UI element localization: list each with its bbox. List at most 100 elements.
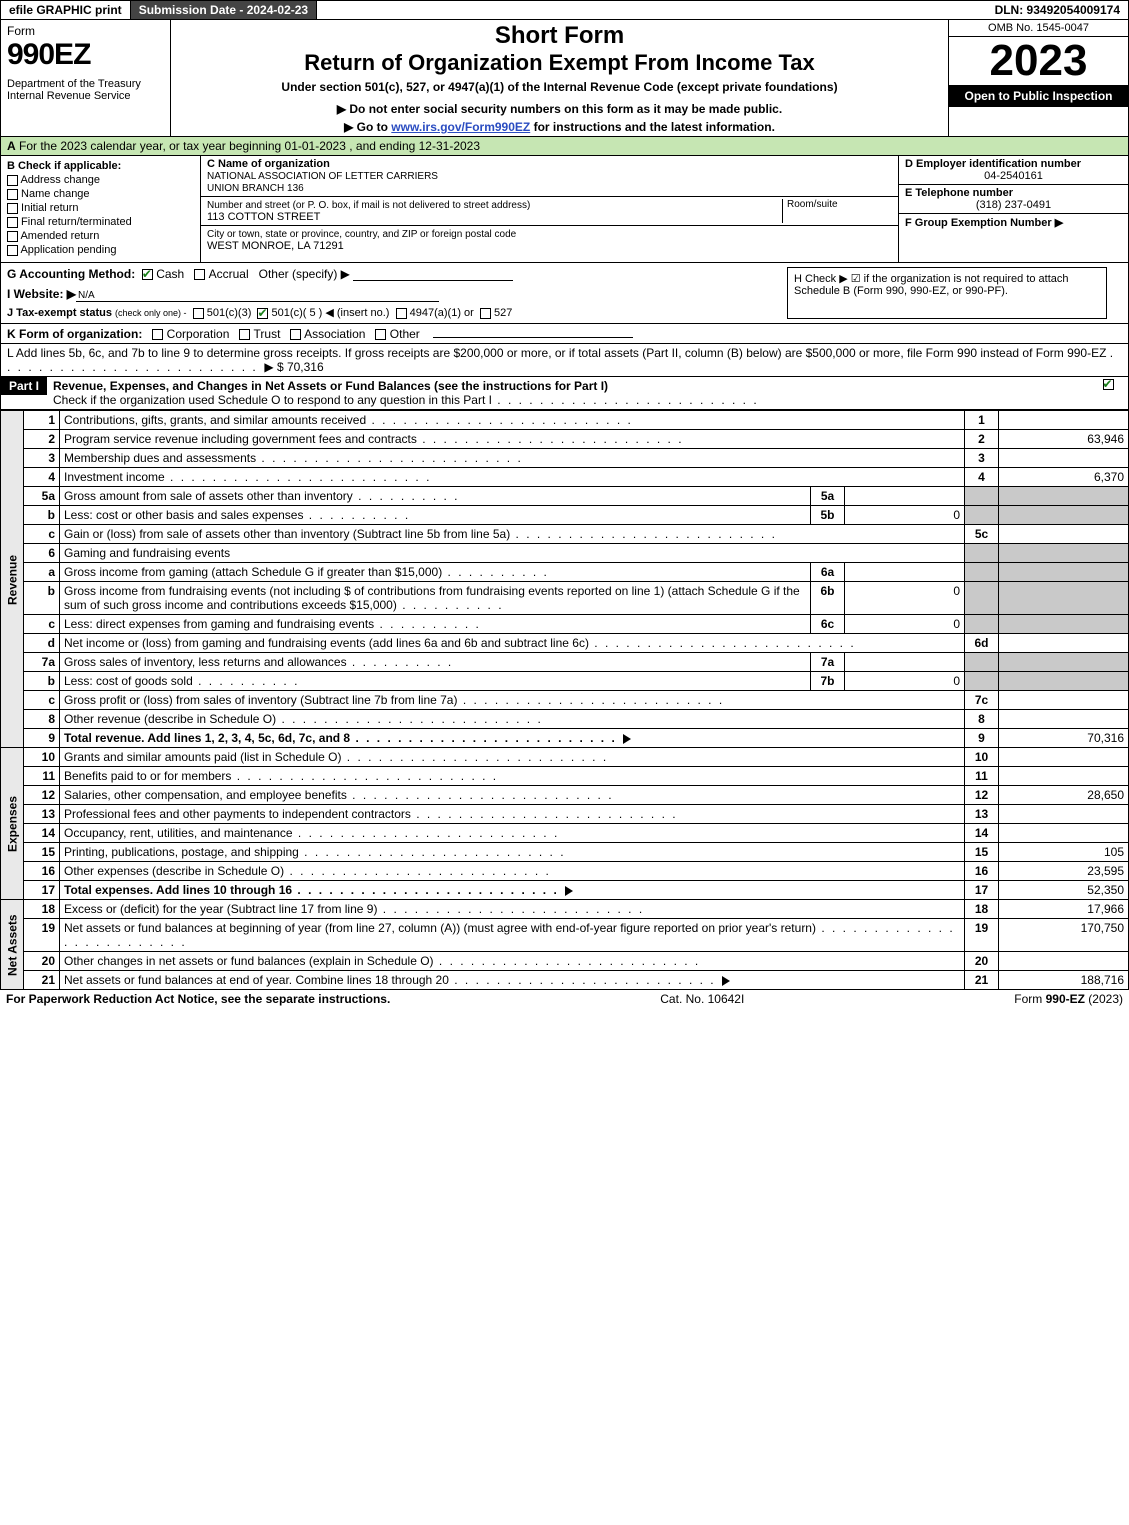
c-name-label: C Name of organization xyxy=(207,158,330,170)
mid-val-7a xyxy=(845,653,965,672)
b-option-5[interactable]: Application pending xyxy=(7,244,194,256)
line-num-17: 17 xyxy=(24,881,60,900)
b-option-2[interactable]: Initial return xyxy=(7,202,194,214)
line-desc-b: Gross income from fundraising events (no… xyxy=(60,582,811,615)
line-b: bLess: cost of goods sold7b0 xyxy=(1,672,1129,691)
form-word: Form xyxy=(7,24,164,38)
527-checkbox[interactable] xyxy=(480,308,491,319)
b-checkbox-5[interactable] xyxy=(7,245,18,256)
irs-link[interactable]: www.irs.gov/Form990EZ xyxy=(391,120,530,134)
b-header: B Check if applicable: xyxy=(7,160,194,172)
line-5a: 5aGross amount from sale of assets other… xyxy=(1,487,1129,506)
line-6: 6Gaming and fundraising events xyxy=(1,544,1129,563)
line-num-2: 2 xyxy=(24,430,60,449)
f-label: F Group Exemption Number ▶ xyxy=(905,217,1063,229)
b-option-0[interactable]: Address change xyxy=(7,174,194,186)
line-desc-2: Program service revenue including govern… xyxy=(60,430,965,449)
line-num-14: 14 xyxy=(24,824,60,843)
short-form-title: Short Form xyxy=(177,22,942,50)
footer: For Paperwork Reduction Act Notice, see … xyxy=(0,990,1129,1008)
501c-checkbox[interactable] xyxy=(257,308,268,319)
side-revenue: Revenue xyxy=(1,411,24,748)
4947-checkbox[interactable] xyxy=(396,308,407,319)
cat-no: Cat. No. 10642I xyxy=(660,992,744,1006)
amt-19: 170,750 xyxy=(999,919,1129,952)
line-num-b: b xyxy=(24,506,60,525)
line-desc-c: Gross profit or (loss) from sales of inv… xyxy=(60,691,965,710)
k-checkbox-2[interactable] xyxy=(290,329,301,340)
city-label: City or town, state or province, country… xyxy=(207,229,516,240)
lines-table: Revenue1Contributions, gifts, grants, an… xyxy=(0,410,1129,990)
tax-year: 2023 xyxy=(949,37,1128,85)
line-num-12: 12 xyxy=(24,786,60,805)
b-option-4[interactable]: Amended return xyxy=(7,230,194,242)
b-checkbox-0[interactable] xyxy=(7,175,18,186)
box-num-7c: 7c xyxy=(965,691,999,710)
line-3: 3Membership dues and assessments3 xyxy=(1,449,1129,468)
mid-num-5a: 5a xyxy=(811,487,845,506)
part1-title: Revenue, Expenses, and Changes in Net As… xyxy=(53,379,608,393)
line-1: Revenue1Contributions, gifts, grants, an… xyxy=(1,411,1129,430)
mid-val-5b: 0 xyxy=(845,506,965,525)
dln: DLN: 93492054009174 xyxy=(987,1,1128,19)
line-12: 12Salaries, other compensation, and empl… xyxy=(1,786,1129,805)
b-checkbox-4[interactable] xyxy=(7,231,18,242)
box-num-4: 4 xyxy=(965,468,999,487)
mid-val-7b: 0 xyxy=(845,672,965,691)
footer-right: Form 990-EZ (2023) xyxy=(1014,992,1123,1006)
mid-num-7a: 7a xyxy=(811,653,845,672)
part1-header: Part I Revenue, Expenses, and Changes in… xyxy=(0,377,1129,410)
part1-checkbox[interactable] xyxy=(1103,379,1114,390)
line-13: 13Professional fees and other payments t… xyxy=(1,805,1129,824)
b-option-1[interactable]: Name change xyxy=(7,188,194,200)
line-b: bLess: cost or other basis and sales exp… xyxy=(1,506,1129,525)
row-h: H Check ▶ ☑ if the organization is not r… xyxy=(787,267,1107,319)
amt-1 xyxy=(999,411,1129,430)
line-2: 2Program service revenue including gover… xyxy=(1,430,1129,449)
line-num-c: c xyxy=(24,615,60,634)
line-num-b: b xyxy=(24,582,60,615)
amt-2: 63,946 xyxy=(999,430,1129,449)
k-checkbox-3[interactable] xyxy=(375,329,386,340)
line-desc-20: Other changes in net assets or fund bala… xyxy=(60,952,965,971)
501c3-checkbox[interactable] xyxy=(193,308,204,319)
box-num-3: 3 xyxy=(965,449,999,468)
box-num-14: 14 xyxy=(965,824,999,843)
amt-20 xyxy=(999,952,1129,971)
line-num-4: 4 xyxy=(24,468,60,487)
line-8: 8Other revenue (describe in Schedule O)8 xyxy=(1,710,1129,729)
row-k: K Form of organization: Corporation Trus… xyxy=(0,324,1129,344)
b-checkbox-1[interactable] xyxy=(7,189,18,200)
mid-val-5a xyxy=(845,487,965,506)
line-11: 11Benefits paid to or for members11 xyxy=(1,767,1129,786)
line-desc-1: Contributions, gifts, grants, and simila… xyxy=(60,411,965,430)
amt-11 xyxy=(999,767,1129,786)
k-checkbox-1[interactable] xyxy=(239,329,250,340)
line-c: cGain or (loss) from sale of assets othe… xyxy=(1,525,1129,544)
main-title: Return of Organization Exempt From Incom… xyxy=(177,50,942,76)
header-right: OMB No. 1545-0047 2023 Open to Public In… xyxy=(948,20,1128,136)
line-num-3: 3 xyxy=(24,449,60,468)
line-num-b: b xyxy=(24,672,60,691)
line-num-15: 15 xyxy=(24,843,60,862)
box-num-8: 8 xyxy=(965,710,999,729)
line-desc-11: Benefits paid to or for members xyxy=(60,767,965,786)
line-num-c: c xyxy=(24,525,60,544)
website: N/A xyxy=(76,290,99,302)
b-option-3[interactable]: Final return/terminated xyxy=(7,216,194,228)
line-desc-15: Printing, publications, postage, and shi… xyxy=(60,843,965,862)
box-num-16: 16 xyxy=(965,862,999,881)
k-checkbox-0[interactable] xyxy=(152,329,163,340)
row-l: L Add lines 5b, 6c, and 7b to line 9 to … xyxy=(0,344,1129,377)
b-checkbox-3[interactable] xyxy=(7,217,18,228)
accrual-checkbox[interactable] xyxy=(194,269,205,280)
e-label: E Telephone number xyxy=(905,187,1013,199)
line-num-d: d xyxy=(24,634,60,653)
line-9: 9Total revenue. Add lines 1, 2, 3, 4, 5c… xyxy=(1,729,1129,748)
b-checkbox-2[interactable] xyxy=(7,203,18,214)
box-num-2: 2 xyxy=(965,430,999,449)
col-b: B Check if applicable: Address change Na… xyxy=(1,156,201,262)
line-num-5a: 5a xyxy=(24,487,60,506)
cash-checkbox[interactable] xyxy=(142,269,153,280)
form-header: Form 990EZ Department of the Treasury In… xyxy=(0,20,1129,137)
